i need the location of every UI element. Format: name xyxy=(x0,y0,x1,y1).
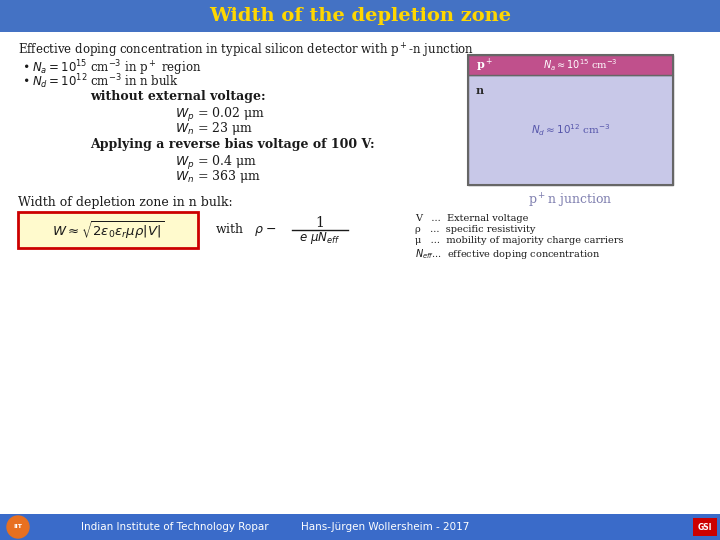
Text: n: n xyxy=(476,85,484,96)
Text: without external voltage:: without external voltage: xyxy=(90,90,266,103)
Bar xyxy=(0,0,720,32)
Text: $W \approx \sqrt{2\varepsilon_0\varepsilon_r\mu\rho|V|}$: $W \approx \sqrt{2\varepsilon_0\varepsil… xyxy=(52,219,164,241)
Text: μ   ...  mobility of majority charge carriers: μ ... mobility of majority charge carrie… xyxy=(415,236,624,245)
Text: V   ...  External voltage: V ... External voltage xyxy=(415,214,528,223)
Bar xyxy=(0,514,720,540)
Bar xyxy=(693,518,717,536)
Text: p$^+$: p$^+$ xyxy=(476,56,493,73)
Bar xyxy=(18,212,198,248)
Text: GSI: GSI xyxy=(698,523,712,531)
Text: Applying a reverse bias voltage of 100 V:: Applying a reverse bias voltage of 100 V… xyxy=(90,138,374,151)
Text: $e\ \mu N_{eff}$: $e\ \mu N_{eff}$ xyxy=(300,230,341,246)
Text: IIT: IIT xyxy=(14,524,22,530)
Text: $N_a = 10^{15}$ cm$^{-3}$ in p$^+$ region: $N_a = 10^{15}$ cm$^{-3}$ in p$^+$ regio… xyxy=(32,58,202,78)
Text: 1: 1 xyxy=(315,216,325,230)
Text: Effective doping concentration in typical silicon detector with p$^+$-n junction: Effective doping concentration in typica… xyxy=(18,42,474,60)
Text: $W_p$ = 0.02 μm: $W_p$ = 0.02 μm xyxy=(175,106,265,124)
Text: p$^+$n junction: p$^+$n junction xyxy=(528,192,613,210)
Text: Width of the depletion zone: Width of the depletion zone xyxy=(209,7,511,25)
Text: Hans-Jürgen Wollersheim - 2017: Hans-Jürgen Wollersheim - 2017 xyxy=(301,522,469,532)
Text: $W_p$ = 0.4 μm: $W_p$ = 0.4 μm xyxy=(175,154,257,172)
Text: $\bullet$: $\bullet$ xyxy=(22,72,30,85)
Text: $N_{eff}$...  effective doping concentration: $N_{eff}$... effective doping concentrat… xyxy=(415,247,600,261)
Text: ρ   ...  specific resistivity: ρ ... specific resistivity xyxy=(415,225,536,234)
Bar xyxy=(468,55,673,75)
Text: $W_n$ = 23 μm: $W_n$ = 23 μm xyxy=(175,120,253,137)
Text: Width of depletion zone in n bulk:: Width of depletion zone in n bulk: xyxy=(18,196,233,209)
Text: $\bullet$: $\bullet$ xyxy=(22,58,30,71)
Text: $N_d \approx 10^{12}$ cm$^{-3}$: $N_d \approx 10^{12}$ cm$^{-3}$ xyxy=(531,122,611,138)
Bar xyxy=(468,55,673,185)
Text: $N_d = 10^{12}$ cm$^{-3}$ in n bulk: $N_d = 10^{12}$ cm$^{-3}$ in n bulk xyxy=(32,72,179,91)
Bar xyxy=(468,75,673,185)
Text: $W_n$ = 363 μm: $W_n$ = 363 μm xyxy=(175,168,261,185)
Text: $N_a \approx 10^{15}$ cm$^{-3}$: $N_a \approx 10^{15}$ cm$^{-3}$ xyxy=(544,57,618,73)
Circle shape xyxy=(7,516,29,538)
Text: with   $\rho -$: with $\rho -$ xyxy=(215,221,276,239)
Text: Indian Institute of Technology Ropar: Indian Institute of Technology Ropar xyxy=(81,522,269,532)
